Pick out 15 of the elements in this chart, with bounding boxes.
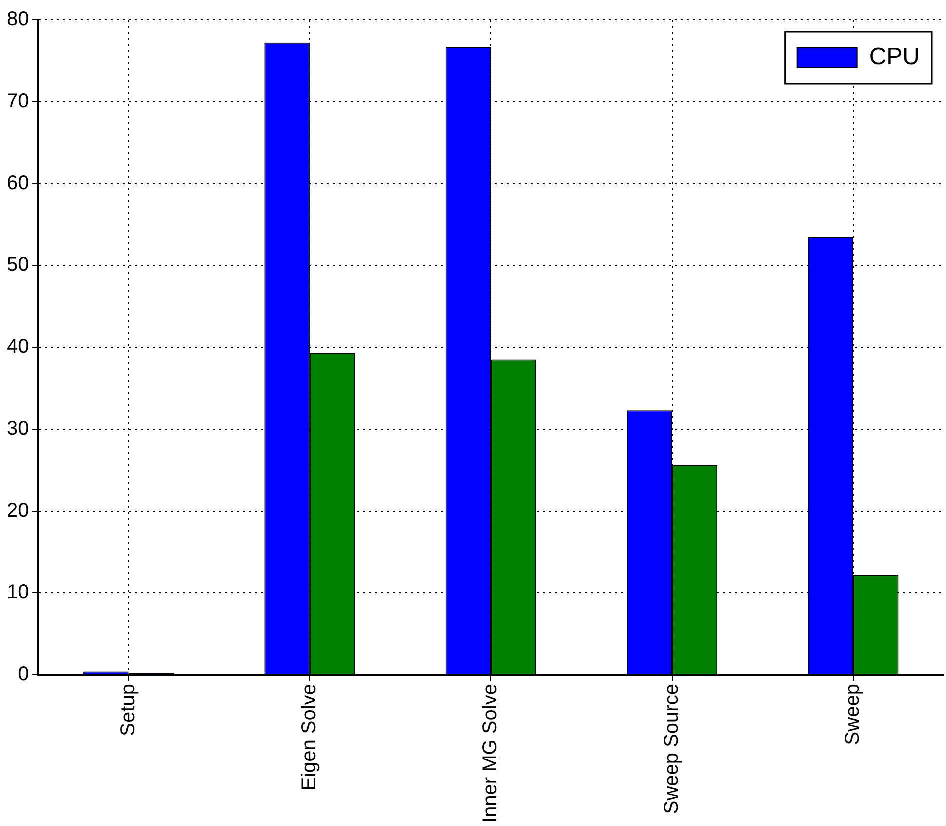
y-tick-label: 70 bbox=[6, 90, 30, 112]
x-tick-label: Sweep Source bbox=[660, 684, 683, 814]
y-tick-label: 80 bbox=[6, 8, 30, 31]
x-tick-label: Eigen Solve bbox=[298, 684, 320, 791]
legend-label: CPU bbox=[869, 44, 920, 71]
y-tick-label: 50 bbox=[6, 254, 30, 276]
y-tick-label: 30 bbox=[6, 418, 30, 440]
x-tick-label: Sweep bbox=[842, 684, 864, 746]
x-tick-label: Inner MG Solve bbox=[480, 684, 502, 824]
y-tick-label: 40 bbox=[6, 336, 30, 358]
y-tick-label: 10 bbox=[6, 582, 30, 604]
y-tick-label: 60 bbox=[6, 172, 30, 194]
y-tick-label: 20 bbox=[6, 500, 30, 522]
x-tick-label: Setup bbox=[117, 684, 140, 736]
y-tick-label: 0 bbox=[18, 664, 30, 686]
